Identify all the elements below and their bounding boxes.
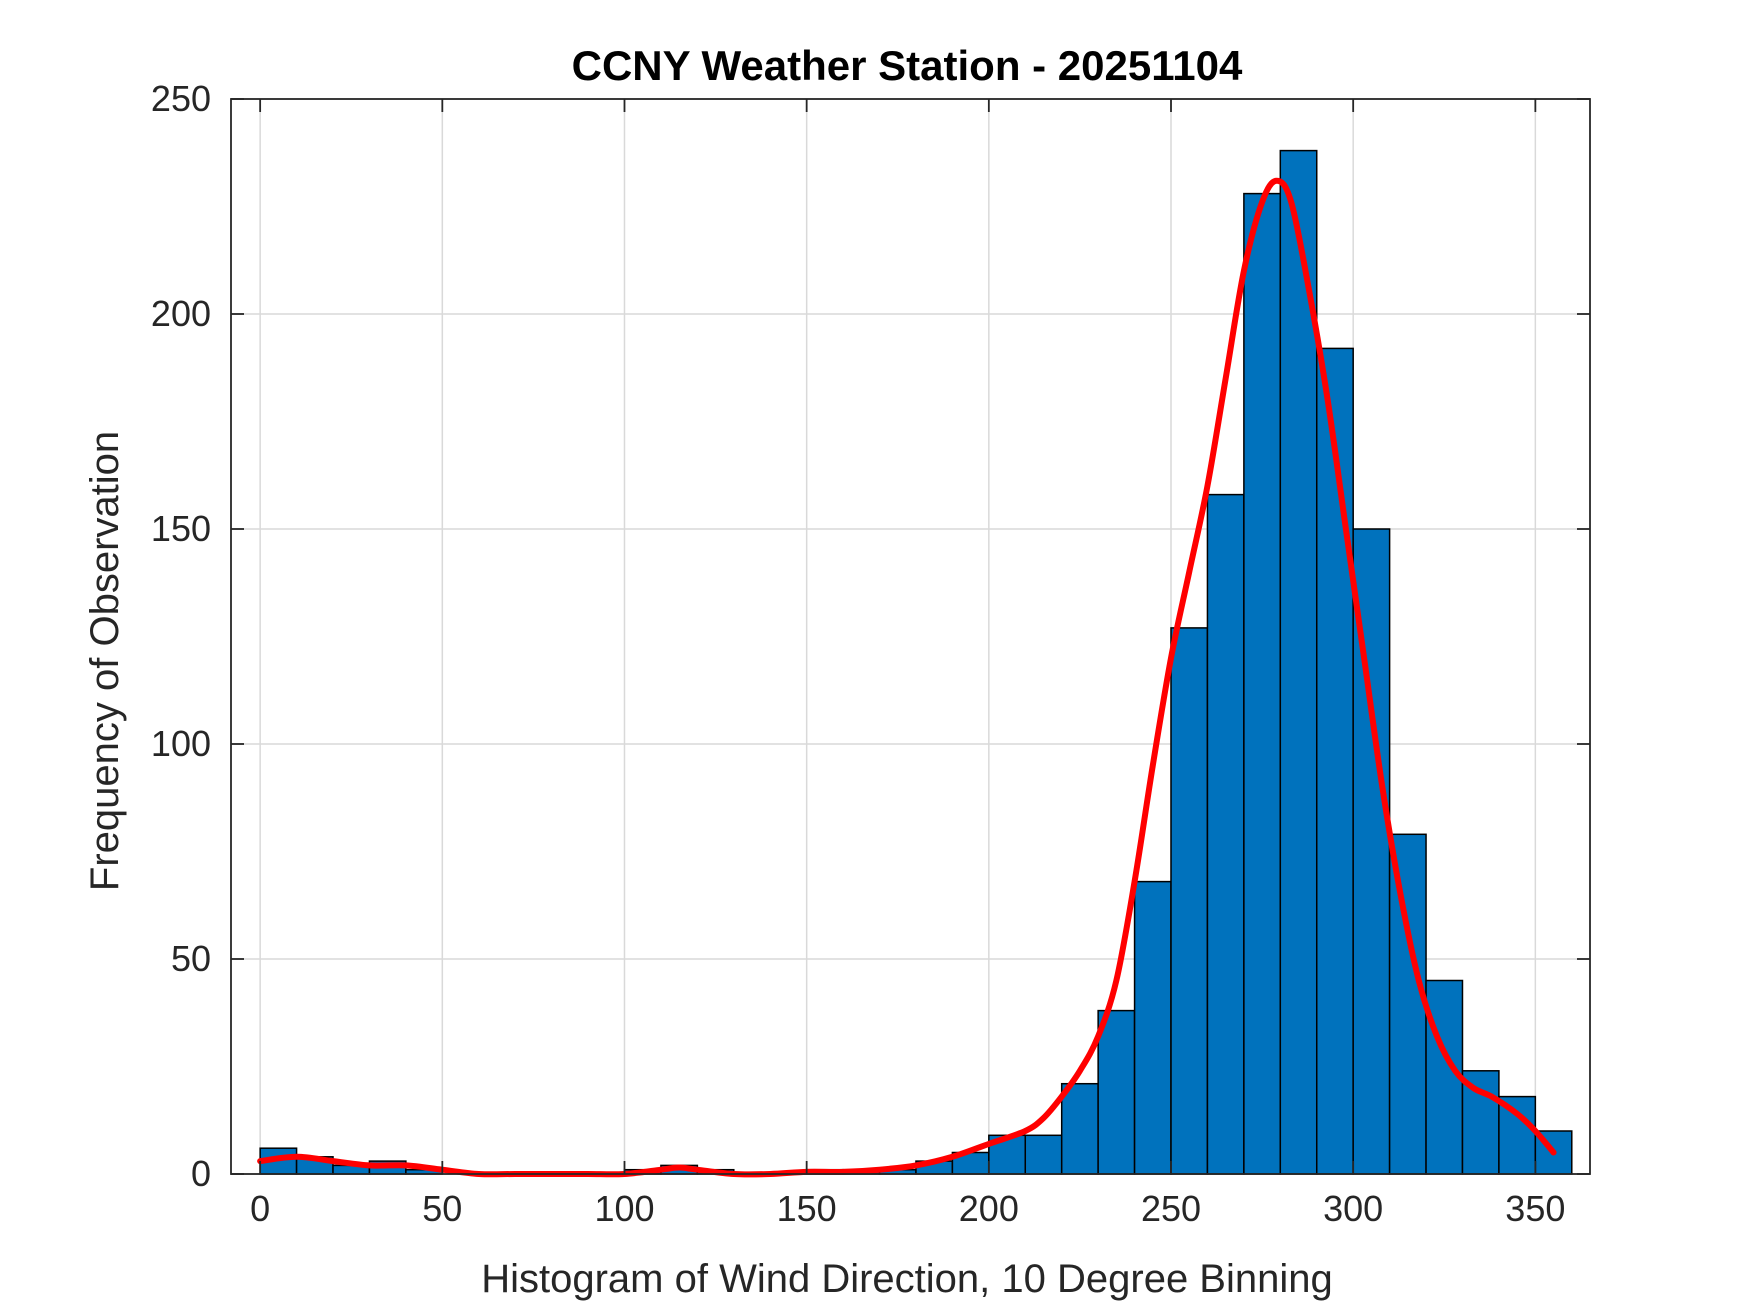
plot-area-frame <box>230 98 1591 1175</box>
histogram-bar <box>1170 627 1209 1175</box>
x-tick-label: 50 <box>422 1188 462 1229</box>
histogram-bar <box>1097 1009 1136 1175</box>
y-tick-label: 150 <box>151 508 211 549</box>
x-tick-label: 150 <box>777 1188 837 1229</box>
y-axis-label: Frequency of Observation <box>83 431 127 891</box>
x-tick-label: 300 <box>1323 1188 1383 1229</box>
histogram-bar <box>1388 833 1427 1175</box>
histogram-bar <box>1243 192 1282 1175</box>
histogram-bar <box>1315 347 1354 1175</box>
histogram-bar <box>1024 1134 1063 1175</box>
y-tick-label: 0 <box>191 1153 211 1194</box>
histogram-bar <box>1498 1095 1537 1175</box>
histogram-bar <box>1279 149 1318 1175</box>
x-tick-label: 0 <box>250 1188 270 1229</box>
axis-ticks <box>231 98 1590 1175</box>
x-tick-label: 100 <box>594 1188 654 1229</box>
histogram-bar <box>1060 1082 1099 1175</box>
histogram-bar <box>1206 493 1245 1175</box>
chart-title: CCNY Weather Station - 20251104 <box>572 42 1243 89</box>
y-tick-label: 200 <box>151 293 211 334</box>
y-axis-tick-labels: 0 50 100 150 200 250 <box>151 78 211 1194</box>
x-axis-tick-labels: 0 50 100 150 200 250 300 350 <box>250 1188 1565 1229</box>
y-tick-label: 50 <box>171 938 211 979</box>
x-tick-label: 250 <box>1141 1188 1201 1229</box>
y-tick-label: 250 <box>151 78 211 119</box>
x-tick-label: 200 <box>959 1188 1019 1229</box>
x-tick-label: 350 <box>1505 1188 1565 1229</box>
x-axis-label: Histogram of Wind Direction, 10 Degree B… <box>481 1257 1333 1301</box>
histogram-bar <box>1133 880 1172 1175</box>
y-tick-label: 100 <box>151 723 211 764</box>
